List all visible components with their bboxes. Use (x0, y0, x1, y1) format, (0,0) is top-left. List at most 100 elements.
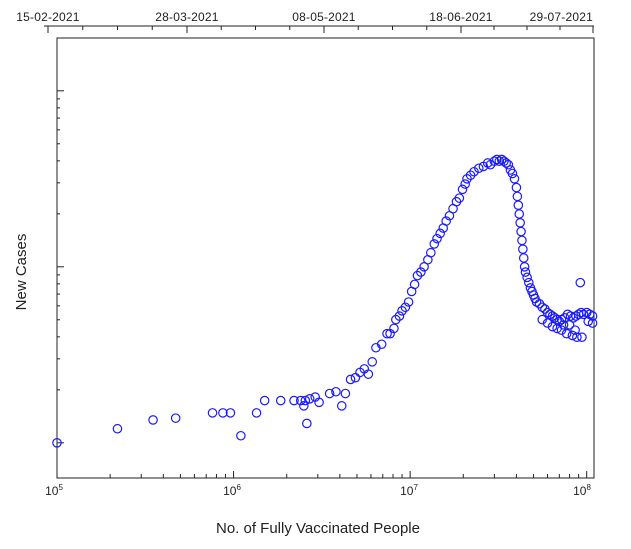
data-point (518, 244, 528, 254)
data-point (567, 330, 578, 341)
data-point (583, 316, 594, 327)
data-point (345, 374, 356, 385)
top-date-axis: 15-02-2021 28-03-2021 08-05-2021 18-06-2… (16, 10, 594, 33)
data-point (518, 253, 529, 263)
data-point (389, 323, 399, 334)
data-point (403, 297, 414, 307)
data-point (331, 386, 341, 397)
data-point (520, 267, 531, 277)
data-point (363, 369, 374, 379)
svg-text:106: 106 (223, 483, 241, 498)
data-point (225, 408, 236, 418)
data-point (336, 401, 347, 411)
x-tick-base: 10 (400, 484, 414, 498)
x-tick-label: 106 (223, 483, 241, 498)
data-point (457, 184, 468, 195)
data-point (465, 170, 476, 181)
data-point (376, 339, 387, 350)
data-point (509, 174, 520, 184)
data-point (516, 226, 526, 237)
data-point (299, 401, 309, 411)
data-point (350, 372, 361, 383)
svg-text:108: 108 (573, 483, 591, 498)
data-point (426, 247, 436, 258)
data-point (584, 309, 595, 320)
x-tick-label: 107 (400, 483, 418, 498)
data-point (564, 320, 575, 330)
data-point (148, 415, 158, 425)
data-point (170, 413, 181, 423)
data-point (517, 235, 527, 246)
x-axis-title: No. of Fully Vaccinated People (216, 520, 420, 537)
data-point (494, 156, 505, 166)
data-point (454, 193, 465, 203)
data-point (561, 328, 572, 339)
data-point (251, 408, 262, 418)
top-date-label: 18-06-2021 (429, 10, 493, 24)
data-point (501, 158, 511, 168)
data-point (587, 318, 598, 328)
top-date-label: 29-07-2021 (530, 10, 594, 24)
data-point (304, 393, 315, 404)
x-tick-label: 108 (573, 483, 591, 498)
data-point (512, 191, 523, 202)
x-tick-base: 10 (223, 484, 237, 498)
data-point (537, 302, 548, 313)
data-point (289, 395, 299, 406)
data-point (275, 395, 286, 406)
data-point (507, 168, 518, 179)
y-axis-title: New Cases (13, 234, 30, 311)
data-point (522, 272, 532, 283)
data-point (112, 423, 123, 434)
data-point (489, 156, 500, 166)
data-point (52, 437, 62, 448)
data-point (397, 305, 407, 316)
data-point (519, 261, 530, 272)
data-point (545, 309, 555, 320)
svg-text:107: 107 (400, 483, 418, 498)
data-point (300, 395, 311, 406)
data-point (523, 277, 534, 288)
data-point (460, 179, 470, 189)
data-point (382, 328, 392, 339)
data-point (542, 307, 553, 318)
x-tick-exponent: 8 (586, 483, 591, 492)
x-axis-ticks (56, 471, 588, 478)
data-point (469, 166, 479, 177)
x-tick-label: 105 (45, 483, 63, 498)
data-point (409, 279, 420, 290)
data-point (435, 228, 445, 239)
data-point (236, 430, 246, 441)
data-point (503, 159, 514, 170)
data-point (547, 321, 558, 332)
data-point (412, 270, 423, 281)
top-date-label: 15-02-2021 (16, 10, 80, 24)
data-point (575, 277, 586, 288)
data-point (400, 302, 411, 313)
plot-frame (56, 37, 595, 479)
data-point (514, 209, 525, 219)
data-point (432, 233, 442, 244)
data-point (324, 388, 335, 399)
data-point (295, 395, 306, 406)
data-point (218, 408, 228, 418)
data-points (52, 154, 598, 448)
data-point (207, 408, 218, 418)
data-point (513, 200, 524, 210)
x-tick-base: 10 (573, 484, 587, 498)
top-date-label: 28-03-2021 (155, 10, 219, 24)
data-point (441, 216, 451, 226)
top-date-label: 08-05-2021 (292, 10, 356, 24)
x-tick-exponent: 7 (413, 483, 418, 492)
data-point (556, 325, 567, 335)
top-axis-ticks (47, 26, 594, 33)
data-point (474, 163, 484, 174)
data-point (367, 357, 378, 367)
data-point (429, 239, 440, 249)
data-point (492, 154, 502, 165)
data-point (515, 218, 525, 228)
x-tick-exponent: 5 (58, 483, 63, 492)
data-point (531, 297, 542, 307)
data-point (416, 267, 426, 277)
